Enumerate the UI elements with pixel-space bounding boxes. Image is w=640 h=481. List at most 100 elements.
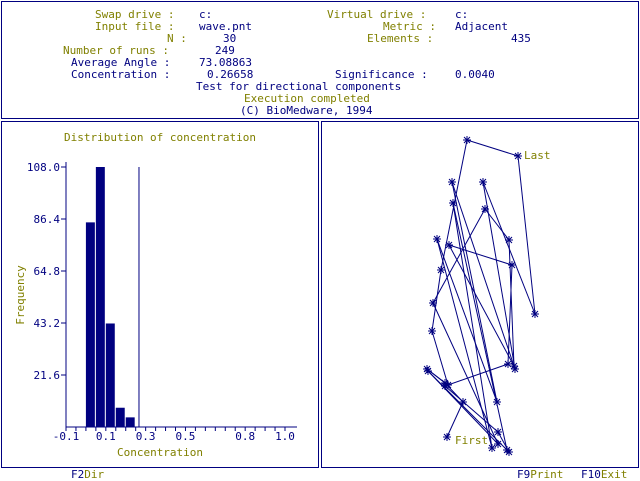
runs-value: 249 [215,44,235,57]
y-axis-label: Frequency [14,265,27,325]
point-marker [437,266,445,274]
path-segment [507,264,513,365]
test-line: Test for directional components [196,80,402,93]
path-segment [517,155,536,315]
path-segment [444,363,509,387]
status-line: Execution completed [244,92,370,105]
histogram-bar [95,167,105,427]
runs-label: Number of runs : [63,44,169,57]
point-marker [505,236,513,244]
point-marker [429,299,437,307]
y-tick-label: 21.6 [34,369,61,382]
point-marker [428,327,436,335]
histogram-panel [1,121,319,468]
path-segment [431,269,442,332]
path-segment [436,238,498,403]
elements-label: Elements : [367,32,434,45]
copyright-line: (C) BioMedware, 1994 [240,104,373,117]
exit-label: Exit [600,468,628,481]
dir-label: Dir [84,468,105,481]
point-marker [444,381,452,389]
significance-label: Significance : [335,68,428,81]
virtual-drive-value: c: [455,8,469,21]
f10-exit-key[interactable]: F10Exit [581,469,627,481]
point-marker [505,448,513,456]
x-tick-label: 0.1 [96,430,116,443]
f2-key: F2 [71,468,85,481]
y-tick-label: 64.8 [34,265,61,278]
point-marker [508,261,516,269]
swap-drive-value: c: [199,8,213,21]
point-marker [488,444,496,452]
path-segment [466,139,519,157]
chart-title: Distribution of concentration [64,131,256,144]
print-label: Print [530,468,564,481]
angle-label: Average Angle : [71,56,171,69]
point-marker [441,382,449,390]
path-segment [446,401,464,438]
path-segment [448,244,513,266]
path-segment [448,244,515,367]
path-segment [484,208,510,241]
point-marker [463,136,471,144]
header-panel [1,1,639,119]
y-tick-label: 86.4 [34,213,61,226]
point-marker [433,235,441,243]
virtual-drive-label: Virtual drive : [327,8,427,21]
y-tick-label: 43.2 [34,317,61,330]
vector-plot-panel [321,121,639,468]
histogram-bar [115,407,125,427]
x-tick-label: 1.0 [275,430,295,443]
y-tick-label: 108.0 [27,161,60,174]
swap-drive-label: Swap drive : [95,8,175,21]
x-axis-label: Concentration [117,446,203,459]
path-segment [431,330,449,386]
point-marker [448,178,456,186]
input-file-label: Input file : [95,20,175,33]
point-marker [511,365,519,373]
n-value: 30 [223,32,237,45]
point-marker [449,199,457,207]
point-marker [443,433,451,441]
f10-key: F10 [581,468,601,481]
x-tick-label: -0.1 [53,430,80,443]
point-marker [494,428,502,436]
point-marker [493,398,501,406]
concentration-value: 0.26658 [207,68,254,81]
path-segment [508,239,515,367]
concentration-label: Concentration : [71,68,171,81]
point-marker [459,398,467,406]
path-segment [452,202,493,449]
f9-key: F9 [517,468,531,481]
point-marker [479,178,487,186]
path-segment [451,181,516,370]
histogram-bar [85,222,95,427]
histogram-bar [105,323,115,427]
path-segment [452,202,508,451]
metric-value: Adjacent [455,20,508,33]
x-tick-label: 0.5 [176,430,196,443]
point-marker [531,310,539,318]
point-marker [514,152,522,160]
f9-print-key[interactable]: F9Print [517,469,563,481]
point-marker [481,205,489,213]
point-marker [423,365,431,373]
point-marker [504,360,512,368]
last-label: Last [524,149,551,162]
path-segment [444,385,499,433]
angle-value: 73.08863 [199,56,252,69]
path-segment [440,139,468,271]
path-segment [432,302,499,445]
point-marker [445,241,453,249]
n-label: N : [167,32,187,45]
path-segment [427,370,499,445]
significance-value: 0.0040 [455,68,495,81]
f2-dir-key[interactable]: F2Dir [71,469,104,481]
histogram-bar [125,417,135,427]
path-segment [432,208,486,304]
first-label: First [455,434,488,447]
metric-label: Metric : [383,20,436,33]
x-tick-label: 0.3 [136,430,156,443]
